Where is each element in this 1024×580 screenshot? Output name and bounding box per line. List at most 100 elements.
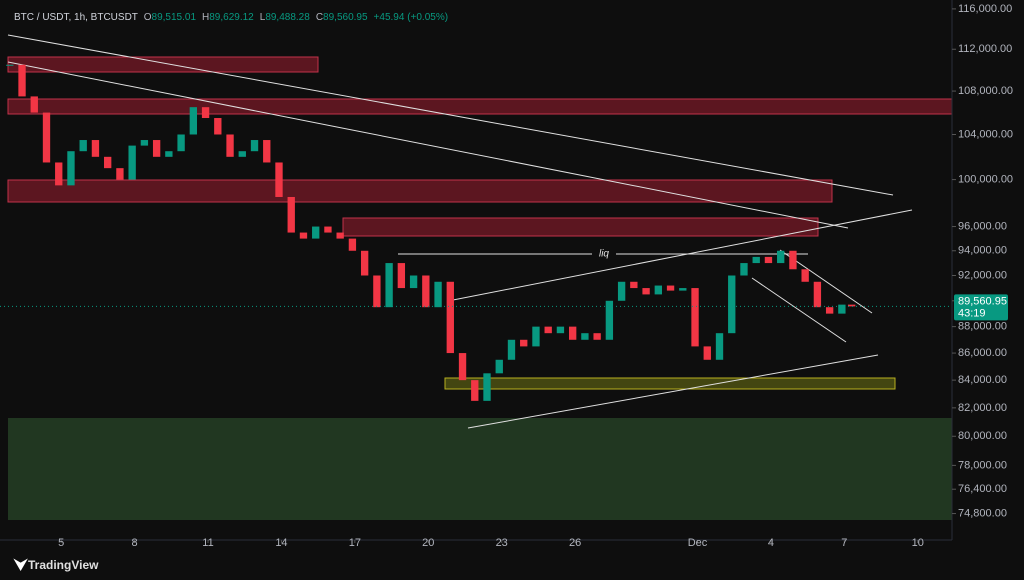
candle — [801, 269, 809, 282]
supply-zone — [7, 98, 953, 115]
ohlc-value: 89,560.95 — [323, 12, 368, 23]
y-tick-label: 100,000.00 — [958, 174, 1013, 186]
x-tick-label: 10 — [912, 537, 924, 549]
candle — [263, 140, 271, 163]
countdown: 43:19 — [958, 307, 986, 319]
ohlc-value: 89,488.28 — [265, 12, 310, 23]
candle — [226, 134, 234, 157]
supply-zone — [7, 56, 319, 73]
candle — [847, 304, 856, 307]
candle — [838, 304, 846, 314]
candle — [458, 353, 467, 381]
candle — [42, 112, 51, 163]
candle — [238, 151, 246, 157]
x-tick-label: 7 — [841, 537, 847, 549]
candle — [409, 275, 418, 289]
y-tick-label: 76,400.00 — [958, 483, 1007, 495]
candle — [152, 140, 161, 157]
candle — [813, 281, 822, 308]
candle — [128, 145, 136, 180]
x-tick-label: 8 — [132, 537, 138, 549]
ohlc-label: L — [260, 12, 266, 23]
candle — [104, 156, 112, 169]
y-tick-label: 80,000.00 — [958, 430, 1007, 442]
y-tick-label: 92,000.00 — [958, 269, 1007, 281]
logo-mark: ⮟ — [13, 557, 28, 574]
last-price-box — [954, 294, 1008, 321]
y-tick-label: 104,000.00 — [958, 128, 1013, 140]
ohlc-value: 89,515.01 — [152, 12, 197, 23]
candle — [605, 300, 614, 340]
candle — [360, 250, 369, 276]
candle — [214, 118, 222, 135]
candle — [740, 263, 748, 276]
y-tick-label: 82,000.00 — [958, 402, 1007, 414]
candle — [140, 140, 149, 146]
y-tick-label: 86,000.00 — [958, 347, 1007, 359]
ohlc-label: C — [316, 12, 323, 23]
ohlc-label: O — [144, 12, 152, 23]
trend-line — [467, 354, 879, 429]
candle — [397, 263, 406, 289]
candle — [177, 134, 185, 152]
candle — [789, 250, 797, 270]
candle — [617, 281, 626, 301]
candle — [275, 162, 283, 197]
candle — [434, 281, 442, 308]
candle — [6, 64, 14, 66]
candle — [471, 380, 479, 401]
candle — [556, 326, 565, 334]
candle — [30, 96, 38, 113]
supply-zone — [342, 217, 819, 237]
candle — [568, 326, 577, 340]
candle — [728, 275, 736, 334]
candle — [520, 339, 528, 347]
candle — [642, 288, 650, 295]
x-tick-label: 17 — [349, 537, 361, 549]
candle — [67, 151, 75, 186]
x-tick-label: 5 — [58, 537, 64, 549]
y-tick-label: 112,000.00 — [958, 43, 1012, 55]
candle — [299, 232, 308, 239]
annotation: liq — [599, 249, 609, 260]
candle — [703, 346, 711, 360]
trend-line — [7, 34, 894, 196]
candle — [312, 226, 320, 239]
candle — [373, 275, 381, 308]
candle — [91, 140, 100, 157]
supply-zone — [7, 179, 833, 203]
candle — [116, 168, 124, 180]
candle — [495, 359, 503, 374]
candle — [654, 285, 662, 295]
candle — [764, 256, 773, 264]
candle — [189, 107, 198, 135]
candle — [666, 285, 675, 291]
support-zone — [444, 377, 896, 390]
candle — [201, 107, 210, 119]
y-tick-label: 94,000.00 — [958, 245, 1007, 257]
candle — [287, 196, 295, 233]
trend-lines — [7, 34, 913, 429]
candle — [715, 333, 724, 360]
x-tick-label: Dec — [688, 537, 708, 549]
candle — [825, 307, 834, 314]
y-tick-label: 88,000.00 — [958, 321, 1007, 333]
x-tick-label: 14 — [275, 537, 287, 549]
y-tick-label: 108,000.00 — [958, 85, 1013, 97]
trend-line — [7, 61, 849, 229]
candle — [532, 326, 540, 347]
candle — [422, 275, 430, 308]
branding: TradingView — [28, 558, 99, 572]
candle — [165, 151, 173, 157]
candle — [79, 140, 87, 152]
candle — [679, 288, 687, 291]
demand-zone — [8, 418, 952, 520]
y-tick-label: 74,800.00 — [958, 507, 1007, 519]
header: BTC / USDT, 1h, BTCUSDT O89,515.01 H89,629… — [14, 12, 448, 23]
candle — [630, 281, 638, 289]
candle — [544, 326, 552, 334]
candle — [18, 64, 26, 97]
candle — [752, 256, 760, 264]
